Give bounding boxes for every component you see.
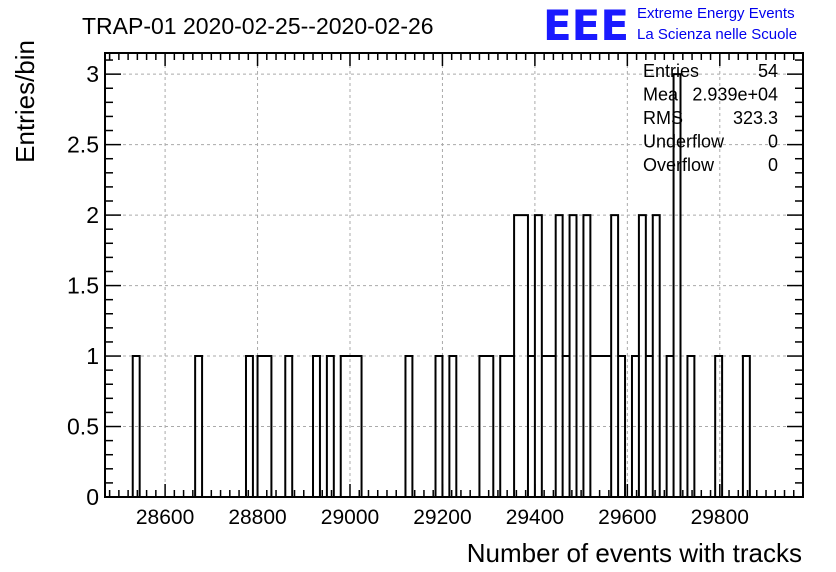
x-tick-label: 28800 bbox=[228, 506, 286, 529]
eee-logo-mark: EEE bbox=[543, 1, 629, 50]
x-tick-label: 29400 bbox=[506, 506, 564, 529]
stats-label: Overflow bbox=[643, 155, 715, 175]
stats-label: Entries bbox=[643, 61, 699, 81]
histogram-series bbox=[131, 73, 751, 498]
plot-frame bbox=[104, 52, 804, 498]
x-tick-label: 28600 bbox=[136, 506, 194, 529]
stats-label: Underflow bbox=[643, 132, 725, 152]
stats-label: Mea bbox=[643, 85, 679, 105]
eee-logo: EEE Extreme Energy Events La Scienza nel… bbox=[543, 1, 797, 50]
y-tick-label: 0.5 bbox=[67, 414, 99, 440]
y-tick-label: 2.5 bbox=[67, 132, 99, 158]
stats-value: 0 bbox=[768, 132, 778, 152]
stats-box: Entries 54 Mea 2.939e+04 RMS 323.3 Underflow 0 O… bbox=[643, 61, 778, 175]
stats-value: 323.3 bbox=[733, 108, 778, 128]
y-tick-label: 3 bbox=[86, 61, 99, 87]
stats-value: 0 bbox=[768, 155, 778, 175]
x-axis-label: Number of events with tracks bbox=[467, 538, 802, 568]
x-tick-label: 29800 bbox=[691, 506, 749, 529]
stats-label: RMS bbox=[643, 108, 683, 128]
logo-line-1: Extreme Energy Events bbox=[637, 5, 795, 22]
y-tick-label: 0 bbox=[86, 484, 99, 510]
chart-title: TRAP-01 2020-02-25--2020-02-26 bbox=[82, 13, 434, 39]
axis-ticks: 28600 28800 29000 29200 29400 29600 29800 0 0.5 1… bbox=[67, 53, 804, 529]
stats-value: 54 bbox=[758, 61, 778, 81]
logo-line-2: La Scienza nelle Scuole bbox=[637, 26, 797, 43]
x-tick-label: 29600 bbox=[598, 506, 656, 529]
x-tick-label: 29200 bbox=[413, 506, 471, 529]
y-tick-label: 1 bbox=[86, 343, 99, 369]
y-axis-label: Entries/bin bbox=[10, 40, 40, 163]
y-tick-label: 2 bbox=[86, 202, 99, 228]
histogram-outline bbox=[131, 73, 751, 498]
stats-value: 2.939e+04 bbox=[692, 85, 778, 105]
x-tick-label: 29000 bbox=[321, 506, 379, 529]
y-tick-label: 1.5 bbox=[67, 273, 99, 299]
grid bbox=[105, 53, 803, 498]
